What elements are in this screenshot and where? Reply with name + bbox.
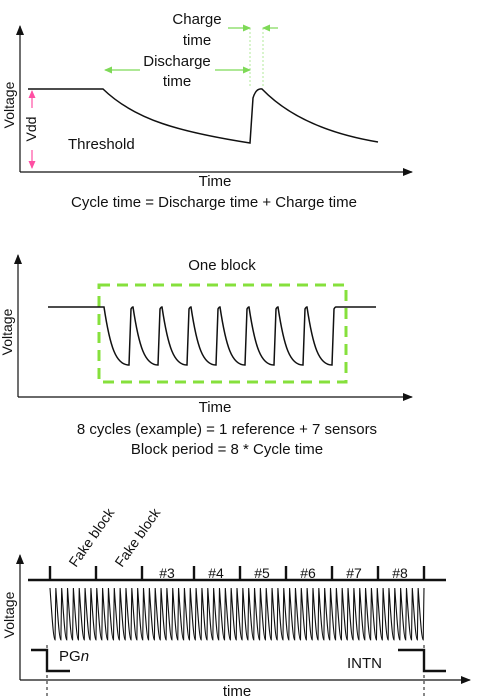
pgn-signal (31, 648, 70, 673)
pgn-label: PGn (59, 648, 89, 665)
charge-time-label-line1: Charge (172, 11, 221, 28)
charge-time-label-line2: time (183, 32, 211, 49)
block-number-label: #6 (300, 565, 316, 581)
dense-pulse-path (49, 587, 425, 641)
y-axis-label: Voltage (1, 591, 17, 638)
panel-one-block: Voltage Time One block 8 cycles (example… (0, 254, 413, 458)
discharge-time-label-line2: time (163, 73, 191, 90)
block-number-label: #5 (254, 565, 270, 581)
intn-label: INTN (347, 655, 382, 672)
x-axis-label: Time (199, 399, 232, 416)
cycle-time-caption: Cycle time = Discharge time + Charge tim… (71, 194, 357, 211)
block-number-label: #8 (392, 565, 408, 581)
fake-block-label-1: Fake block (65, 504, 118, 569)
cycles-caption: 8 cycles (example) = 1 reference + 7 sen… (77, 421, 377, 438)
intn-signal (398, 648, 446, 673)
discharge-time-label-line1: Discharge (143, 53, 211, 70)
threshold-label: Threshold (68, 136, 135, 153)
block-number-label: #4 (208, 565, 224, 581)
x-axis-label: Time (199, 173, 232, 190)
one-block-label: One block (188, 257, 256, 274)
dense-pulse-train (49, 587, 425, 641)
block-number-labels: #3 #4 #5 #6 #7 #8 (159, 565, 408, 581)
block-pulse-path (48, 306, 376, 366)
block-period-caption: Block period = 8 * Cycle time (131, 441, 323, 458)
fake-block-label-2: Fake block (111, 504, 164, 569)
discharge-charge-waveform (28, 88, 379, 144)
block-waveform (48, 306, 376, 366)
x-axis-label: time (223, 683, 251, 698)
y-axis-label: Voltage (0, 308, 15, 355)
vdd-label: Vdd (23, 117, 39, 142)
panel-block-sequence: Voltage time Fake block Fake block #3 #4 #… (1, 504, 471, 698)
one-block-box (97, 283, 348, 384)
block-dividers (48, 566, 426, 580)
block-number-label: #7 (346, 565, 362, 581)
y-axis-label: Voltage (1, 81, 17, 128)
block-number-label: #3 (159, 565, 175, 581)
panel-cycle-time: Voltage Time Charge time Discharge time … (1, 11, 413, 211)
